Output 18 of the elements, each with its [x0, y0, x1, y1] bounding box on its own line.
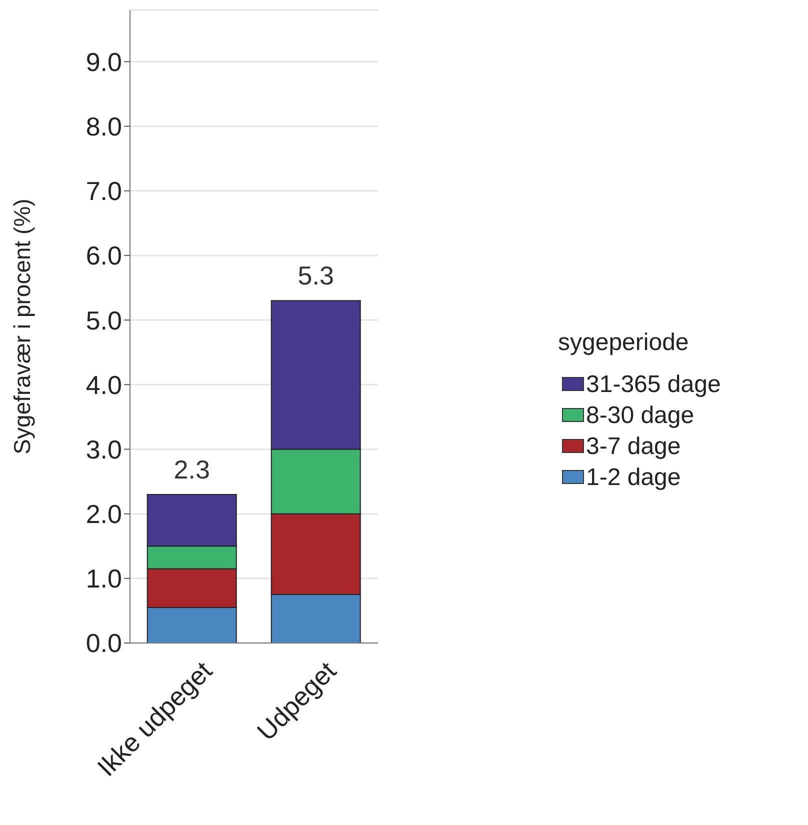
legend-label: 3-7 dage	[585, 432, 682, 462]
legend-title: sygeperiode	[558, 328, 690, 356]
y-tick-label: 9.0	[86, 46, 122, 77]
total-label: 5.3	[298, 260, 334, 291]
legend-label: 1-2 dage	[585, 462, 682, 492]
y-tick-label: 3.0	[86, 434, 122, 464]
y-tick-label: 7.0	[86, 176, 122, 206]
y-tick-label: 0.0	[86, 628, 122, 658]
y-tick-label: 1.0	[86, 564, 122, 594]
legend-label: 31-365 dage	[585, 370, 722, 400]
legend-label: 8-30 dage	[585, 400, 696, 430]
y-tick-label: 6.0	[86, 240, 122, 271]
y-tick-label: 8.0	[86, 111, 122, 142]
y-tick-label: 2.0	[86, 499, 122, 530]
total-label: 2.3	[174, 454, 210, 484]
y-tick-label: 5.0	[86, 305, 122, 336]
y-axis-title: Sygefravær i procent (%)	[9, 198, 36, 454]
y-tick-label: 4.0	[86, 370, 122, 400]
